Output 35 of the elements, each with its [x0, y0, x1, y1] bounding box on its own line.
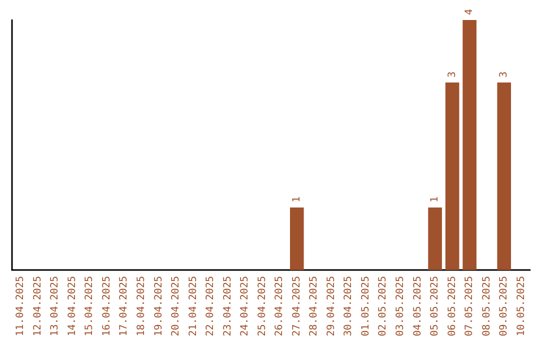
data-label: 1 [291, 196, 302, 202]
x-tick-label: 05.05.2025 [430, 276, 441, 336]
x-tick-label: 16.04.2025 [101, 276, 112, 336]
x-tick-label: 03.05.2025 [395, 276, 406, 336]
x-tick-label: 23.04.2025 [222, 276, 234, 336]
x-tick-label: 15.04.2025 [84, 276, 96, 336]
x-tick-label: 24.04.2025 [240, 276, 251, 336]
x-tick-label: 28.04.2025 [308, 276, 320, 336]
data-label: 3 [498, 71, 510, 78]
x-tick-label: 01.05.2025 [360, 276, 372, 336]
x-tick-label: 12.04.2025 [32, 276, 44, 336]
x-tick-label: 17.04.2025 [118, 276, 130, 336]
x-tick-label: 29.04.2025 [326, 276, 337, 336]
data-label: 4 [464, 8, 476, 15]
x-tick-label: 14.04.2025 [66, 276, 78, 336]
x-tick-label: 30.04.2025 [343, 276, 354, 336]
x-tick-label: 27.04.2025 [291, 276, 302, 336]
data-label: 3 [446, 71, 458, 78]
x-tick-label: 02.05.2025 [378, 276, 389, 336]
x-tick-label: 08.05.2025 [481, 276, 492, 336]
x-tick-label: 09.05.2025 [498, 276, 510, 336]
x-tick-label: 25.04.2025 [256, 276, 268, 336]
x-tick-label: 18.04.2025 [136, 276, 147, 336]
data-label: 1 [430, 196, 441, 202]
x-tick-label: 11.04.2025 [15, 276, 26, 336]
x-tick-label: 21.04.2025 [188, 276, 199, 336]
x-tick-label: 04.05.2025 [412, 276, 424, 336]
x-tick-label: 19.04.2025 [153, 276, 164, 336]
x-tick-label: 10.05.2025 [516, 276, 527, 336]
x-tick-label: 22.04.2025 [205, 276, 216, 336]
x-tick-label: 06.05.2025 [446, 276, 458, 336]
x-tick-label: 13.04.2025 [50, 276, 61, 336]
x-tick-label: 20.04.2025 [170, 276, 182, 336]
x-tick-label: 07.05.2025 [464, 276, 476, 336]
x-tick-label: 26.04.2025 [274, 276, 286, 336]
